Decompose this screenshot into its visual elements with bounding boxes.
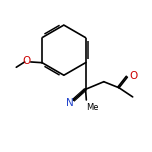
Text: Me: Me (86, 103, 99, 112)
Text: O: O (23, 56, 31, 66)
Text: O: O (130, 71, 138, 81)
Text: N: N (66, 98, 74, 108)
